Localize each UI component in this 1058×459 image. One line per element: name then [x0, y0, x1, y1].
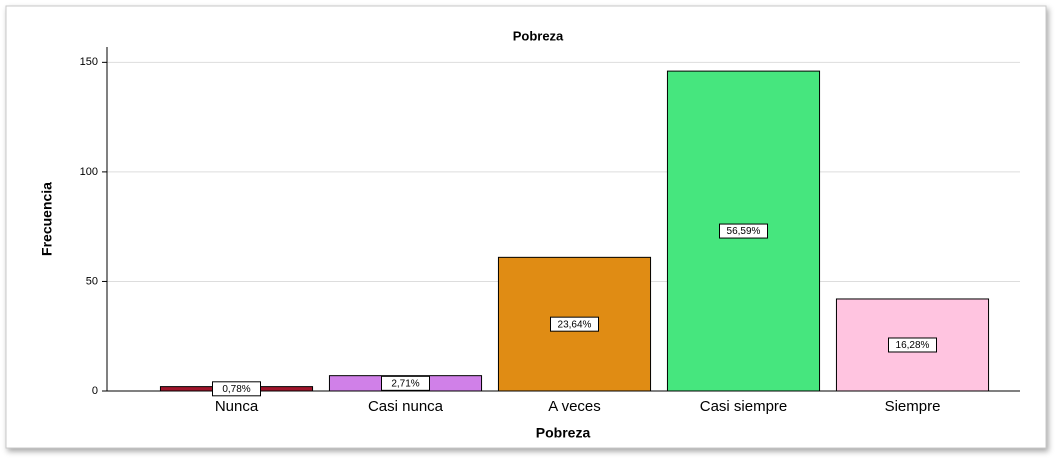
y-tick-label: 100	[80, 166, 98, 178]
x-tick-label: Casi nunca	[368, 398, 444, 415]
y-tick-label: 50	[86, 275, 98, 287]
x-tick-label: Nunca	[215, 398, 259, 415]
data-label: 56,59%	[727, 226, 761, 237]
data-label: 23,64%	[558, 319, 592, 330]
x-axis-label: Pobreza	[536, 425, 591, 441]
data-label: 2,71%	[391, 378, 419, 389]
x-tick-label: Casi siempre	[700, 398, 788, 415]
y-tick-label: 0	[92, 385, 98, 397]
y-tick-label: 150	[80, 56, 98, 68]
data-label: 0,78%	[222, 384, 250, 395]
y-axis-label: Frecuencia	[39, 182, 55, 256]
data-label-box	[719, 223, 768, 239]
x-tick-label: Siempre	[885, 398, 941, 415]
x-tick-label: A veces	[548, 398, 601, 415]
data-label: 16,28%	[896, 340, 930, 351]
data-label-box	[212, 381, 261, 397]
data-label-box	[381, 375, 430, 391]
data-label-box	[888, 337, 937, 353]
data-label-box	[550, 316, 599, 332]
chart-title: Pobreza	[513, 28, 564, 43]
